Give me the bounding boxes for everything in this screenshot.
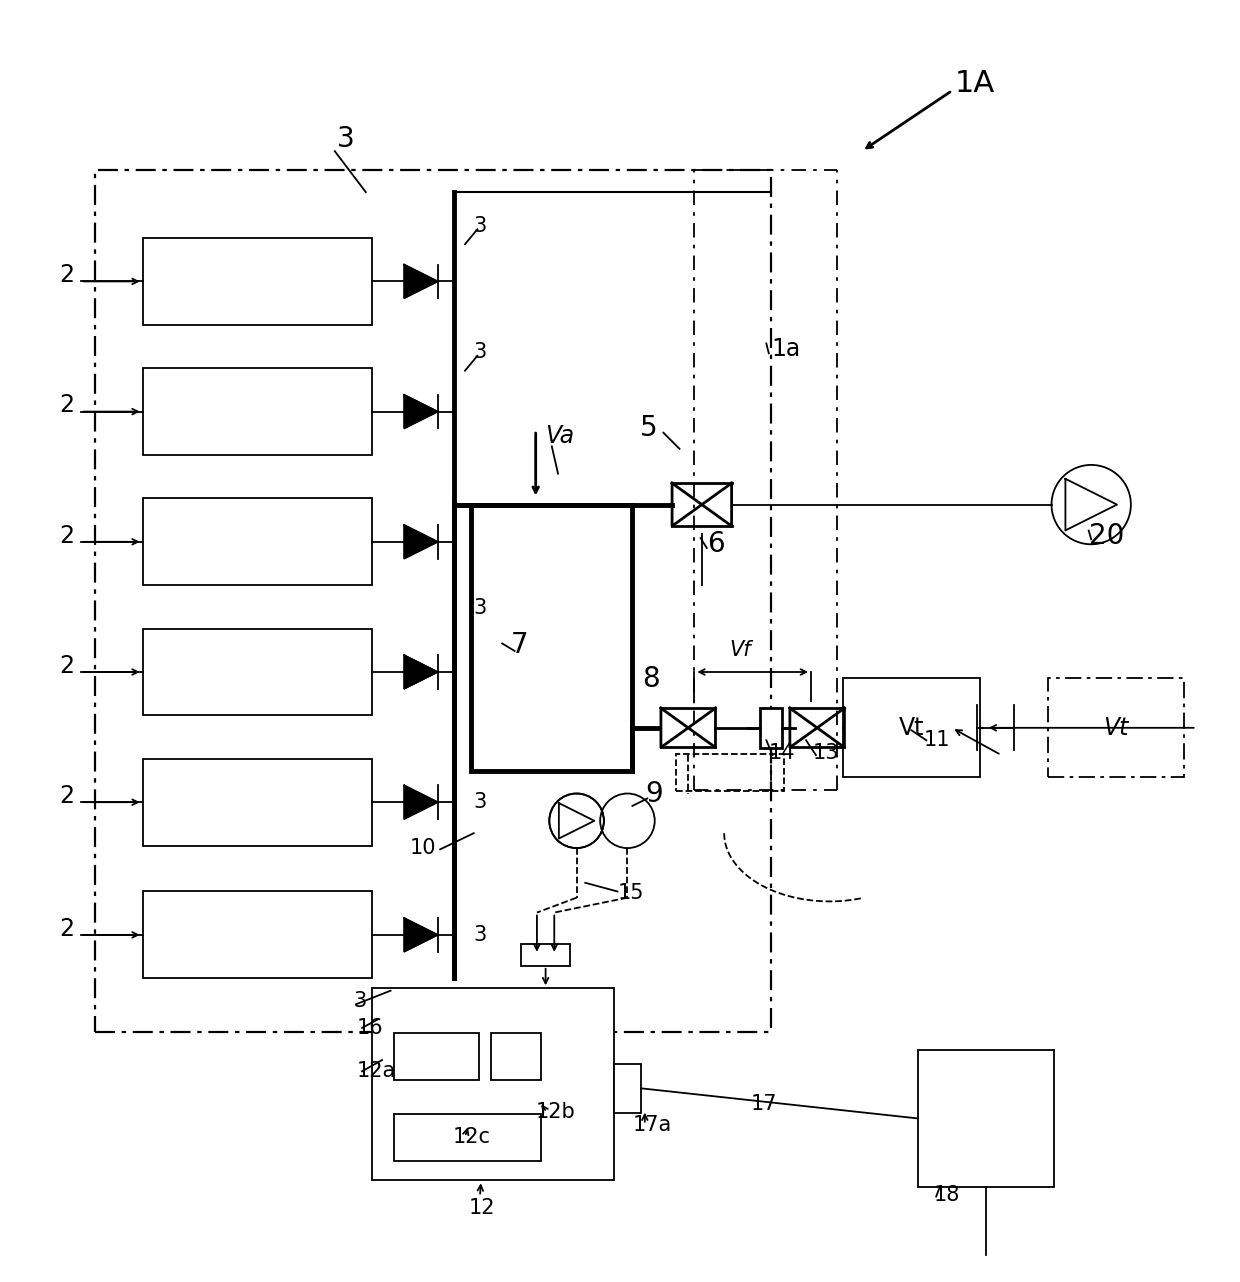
Bar bbox=[521, 944, 570, 965]
Text: Va: Va bbox=[546, 423, 574, 447]
Text: 3: 3 bbox=[353, 991, 367, 1010]
Text: 18: 18 bbox=[934, 1186, 960, 1205]
Polygon shape bbox=[404, 526, 438, 559]
Text: Vf: Vf bbox=[729, 640, 750, 660]
Text: 2: 2 bbox=[60, 917, 74, 941]
Text: 3: 3 bbox=[337, 126, 355, 154]
Text: 2: 2 bbox=[60, 785, 74, 808]
Text: 3: 3 bbox=[474, 215, 487, 236]
Text: 14: 14 bbox=[769, 742, 795, 763]
Text: 7: 7 bbox=[511, 632, 528, 659]
Text: 3: 3 bbox=[474, 342, 487, 363]
Polygon shape bbox=[404, 918, 438, 951]
Text: 2: 2 bbox=[60, 394, 74, 418]
Bar bbox=[614, 1064, 641, 1113]
Text: 6: 6 bbox=[707, 529, 724, 558]
Text: 11: 11 bbox=[924, 731, 950, 750]
Text: 13: 13 bbox=[812, 742, 838, 763]
Bar bbox=[394, 1114, 541, 1161]
Text: 17a: 17a bbox=[632, 1115, 672, 1135]
Bar bbox=[143, 238, 372, 324]
Bar bbox=[676, 754, 784, 791]
Text: 2: 2 bbox=[60, 654, 74, 678]
Text: 3: 3 bbox=[474, 597, 487, 618]
Bar bbox=[143, 368, 372, 455]
Text: 10: 10 bbox=[410, 838, 436, 858]
Bar bbox=[394, 1033, 479, 1081]
Text: 12c: 12c bbox=[453, 1127, 491, 1147]
Text: 1A: 1A bbox=[955, 68, 994, 97]
Bar bbox=[491, 1033, 541, 1081]
Polygon shape bbox=[404, 655, 438, 688]
Bar bbox=[918, 1050, 1054, 1187]
Bar bbox=[143, 628, 372, 715]
Bar bbox=[843, 678, 980, 777]
Text: 2: 2 bbox=[60, 523, 74, 547]
Text: 20: 20 bbox=[1089, 522, 1125, 550]
Text: Vt: Vt bbox=[1104, 715, 1128, 740]
Bar bbox=[760, 708, 782, 747]
Text: 12b: 12b bbox=[536, 1103, 575, 1123]
Polygon shape bbox=[404, 395, 438, 428]
Text: 12a: 12a bbox=[357, 1061, 397, 1082]
Text: 9: 9 bbox=[645, 781, 662, 808]
Text: 5: 5 bbox=[640, 414, 657, 442]
Text: 16: 16 bbox=[357, 1018, 383, 1038]
Text: Vt: Vt bbox=[899, 715, 924, 740]
Text: 17: 17 bbox=[750, 1094, 776, 1114]
Bar bbox=[95, 169, 771, 1032]
Text: 8: 8 bbox=[642, 665, 660, 692]
Text: 1a: 1a bbox=[771, 337, 801, 360]
Bar bbox=[143, 891, 372, 978]
Text: 3: 3 bbox=[474, 792, 487, 813]
Text: 2: 2 bbox=[60, 263, 74, 287]
Text: 15: 15 bbox=[618, 883, 644, 903]
Polygon shape bbox=[404, 786, 438, 819]
Bar bbox=[143, 759, 372, 846]
Bar bbox=[471, 505, 632, 772]
Bar bbox=[143, 499, 372, 585]
Bar bbox=[372, 988, 614, 1181]
Text: 12: 12 bbox=[469, 1197, 495, 1218]
Text: 3: 3 bbox=[474, 926, 487, 945]
Bar bbox=[1048, 678, 1184, 777]
Polygon shape bbox=[404, 264, 438, 299]
